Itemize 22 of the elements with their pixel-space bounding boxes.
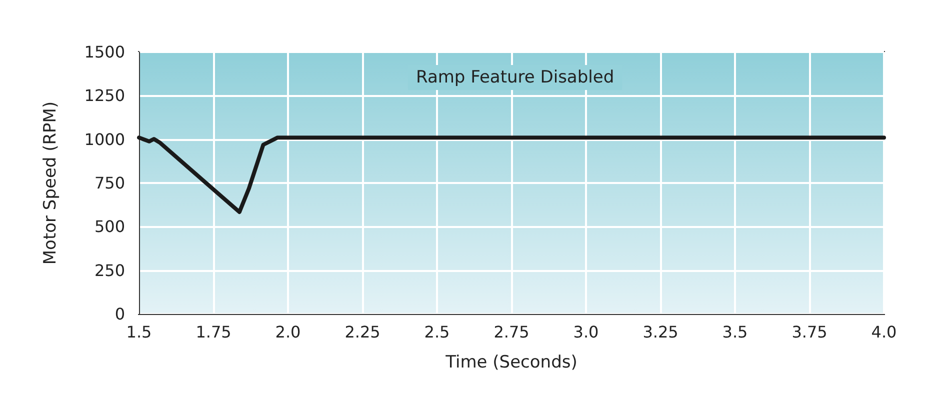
annotation: Ramp Feature Disabled bbox=[416, 68, 614, 88]
y-tick-label: 250 bbox=[94, 260, 125, 280]
x-tick-label: 1.5 bbox=[126, 322, 152, 342]
x-tick-label: 4.0 bbox=[871, 322, 897, 342]
y-tick-label: 0 bbox=[114, 304, 125, 324]
x-tick-label: 2.0 bbox=[275, 322, 301, 342]
x-axis-title: Time (Seconds) bbox=[444, 352, 578, 372]
x-tick-label: 3.0 bbox=[573, 322, 599, 342]
x-tick-label: 3.25 bbox=[642, 322, 678, 342]
x-tick-label: 2.75 bbox=[494, 322, 530, 342]
x-tick-label: 2.25 bbox=[344, 322, 380, 342]
y-axis-title: Motor Speed (RPM) bbox=[40, 101, 60, 265]
line-series bbox=[137, 136, 886, 214]
x-tick-label: 2.5 bbox=[424, 322, 450, 342]
y-tick-label: 500 bbox=[94, 217, 125, 236]
y-tick-label: 1250 bbox=[84, 86, 125, 106]
y-tick-label: 750 bbox=[94, 174, 125, 192]
x-tick-label: 3.75 bbox=[792, 322, 828, 342]
y-tick-label: 1000 bbox=[84, 130, 125, 149]
x-tick-label: 1.75 bbox=[196, 322, 232, 342]
y-tick-label: 1500 bbox=[84, 42, 125, 62]
x-tick-label: 3.5 bbox=[722, 322, 748, 342]
